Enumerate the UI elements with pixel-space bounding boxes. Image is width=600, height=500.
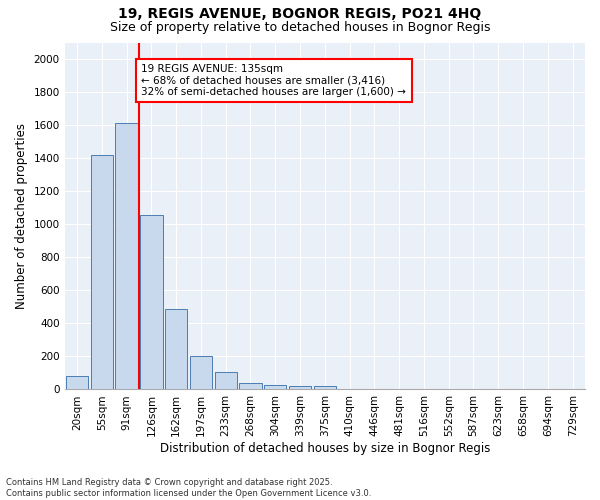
Y-axis label: Number of detached properties: Number of detached properties (15, 123, 28, 309)
Bar (165, 308, 187, 390)
Bar (190, 356, 212, 390)
Bar (66, 376, 88, 390)
Bar (91, 155, 113, 390)
Bar (140, 215, 163, 390)
X-axis label: Distribution of detached houses by size in Bognor Regis: Distribution of detached houses by size … (160, 442, 490, 455)
Bar (314, 386, 336, 390)
Bar (215, 372, 237, 390)
Bar (115, 124, 138, 390)
Text: Contains HM Land Registry data © Crown copyright and database right 2025.
Contai: Contains HM Land Registry data © Crown c… (6, 478, 371, 498)
Bar (264, 385, 286, 390)
Text: 19 REGIS AVENUE: 135sqm
← 68% of detached houses are smaller (3,416)
32% of semi: 19 REGIS AVENUE: 135sqm ← 68% of detache… (142, 64, 406, 97)
Bar (239, 383, 262, 390)
Bar (289, 386, 311, 390)
Text: 19, REGIS AVENUE, BOGNOR REGIS, PO21 4HQ: 19, REGIS AVENUE, BOGNOR REGIS, PO21 4HQ (118, 8, 482, 22)
Text: Size of property relative to detached houses in Bognor Regis: Size of property relative to detached ho… (110, 21, 490, 34)
